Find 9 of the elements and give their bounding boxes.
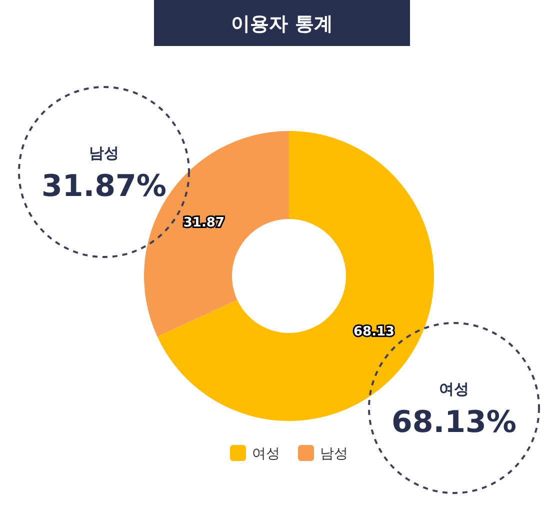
text: 남성 bbox=[89, 144, 119, 162]
data-label: 68.13 bbox=[353, 324, 395, 340]
data-label: 31.87 bbox=[183, 216, 225, 231]
legend-label: 남성 bbox=[320, 446, 348, 462]
legend-label: 여성 bbox=[252, 446, 280, 462]
text: 68.13% bbox=[392, 405, 516, 440]
text: 여성 bbox=[439, 380, 469, 398]
chart-title: 이용자 통계 bbox=[231, 13, 333, 35]
text: 31.87% bbox=[42, 169, 166, 204]
